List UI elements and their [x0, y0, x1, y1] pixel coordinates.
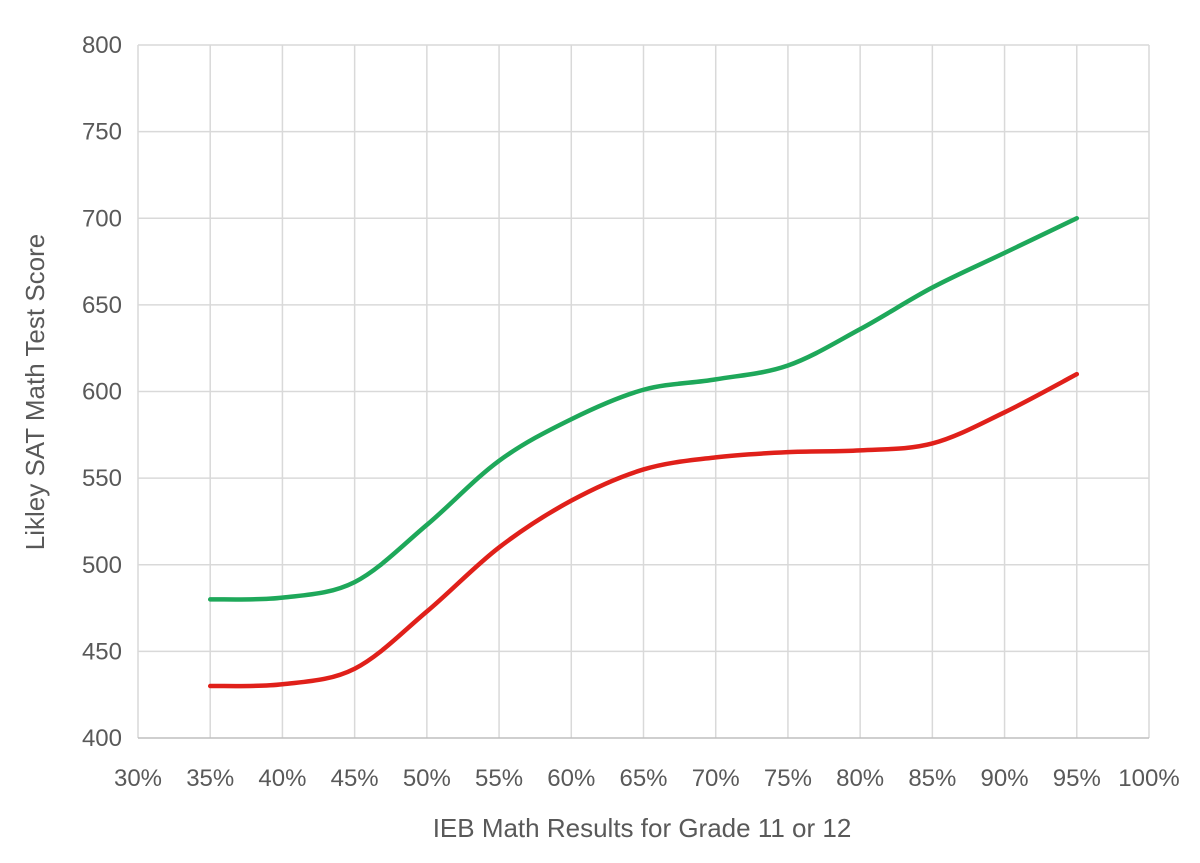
- y-tick-labels: 400 450 500 550 600 650 700 750 800: [82, 32, 122, 752]
- x-tick-label: 95%: [1053, 765, 1101, 792]
- y-tick-label: 450: [82, 638, 122, 665]
- series-lines: [207, 216, 1080, 689]
- y-tick-label: 750: [82, 119, 122, 146]
- y-tick-label: 650: [82, 292, 122, 319]
- x-tick-label: 50%: [403, 765, 451, 792]
- x-tick-label: 65%: [619, 765, 667, 792]
- y-axis-title: Likley SAT Math Test Score: [20, 234, 50, 550]
- x-tick-label: 60%: [547, 765, 595, 792]
- x-tick-label: 100%: [1118, 765, 1179, 792]
- x-tick-label: 80%: [836, 765, 884, 792]
- x-axis-title: IEB Math Results for Grade 11 or 12: [433, 813, 852, 843]
- x-tick-labels: 30% 35% 40% 45% 50% 55% 60% 65% 70% 75% 80% 85% 90% 9…: [114, 765, 1180, 792]
- x-tick-label: 85%: [908, 765, 956, 792]
- x-tick-label: 55%: [475, 765, 523, 792]
- series-line-upper: [207, 216, 1080, 602]
- y-tick-label: 500: [82, 552, 122, 579]
- grid: [137, 44, 1150, 738]
- x-tick-label: 40%: [258, 765, 306, 792]
- x-tick-label: 90%: [981, 765, 1029, 792]
- x-tick-label: 45%: [331, 765, 379, 792]
- y-tick-label: 700: [82, 205, 122, 232]
- x-tick-label: 75%: [764, 765, 812, 792]
- y-tick-label: 600: [82, 379, 122, 406]
- x-tick-label: 30%: [114, 765, 162, 792]
- series-line-lower: [207, 371, 1080, 689]
- x-tick-label: 35%: [186, 765, 234, 792]
- x-tick-label: 70%: [692, 765, 740, 792]
- y-tick-label: 800: [82, 32, 122, 59]
- y-tick-label: 550: [82, 465, 122, 492]
- y-tick-label: 400: [82, 725, 122, 752]
